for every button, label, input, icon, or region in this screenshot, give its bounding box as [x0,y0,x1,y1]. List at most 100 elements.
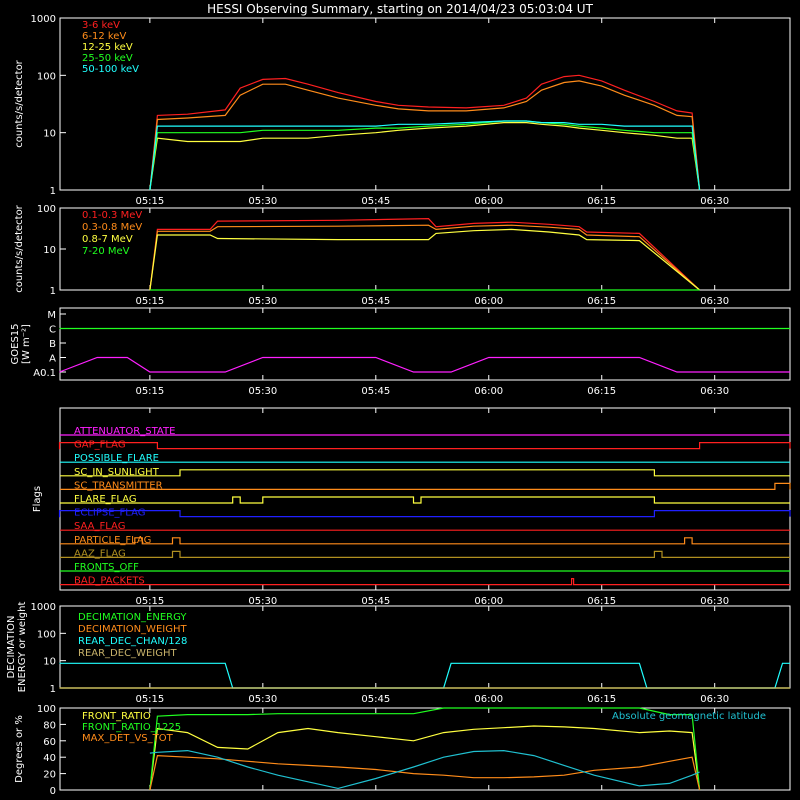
ratios-annotation: Absolute geomagnetic latitude [612,711,766,722]
flag-label: AAZ_FLAG [74,548,126,559]
low_energy-ytick-label: 10 [43,129,56,140]
low_energy-series-line [149,120,701,191]
low_energy-legend-entry: 50-100 keV [82,64,139,75]
low_energy-series-line [149,74,701,191]
flag-trace [60,537,790,545]
goes-frame [59,307,791,381]
low_energy-xtick-label: 05:45 [361,196,390,207]
flag-label: ATTENUATOR_STATE [74,426,175,437]
flag-label: BAD_PACKETS [74,576,145,587]
flag-trace [58,442,791,450]
goes-ytick-label: M [47,310,56,321]
low_energy-ytick-label: 1 [50,186,56,197]
flag-trace [60,577,790,586]
flag-label: SC_IN_SUNLIGHT [74,467,160,478]
low_energy-legend-entry: 3-6 keV [82,20,120,31]
ratios-ylabel: Degrees or % [14,715,25,783]
goes-ytick-label: A [49,354,56,365]
decimation-ylabel: ENERGY or weight [17,602,28,693]
high_energy-xtick-label: 05:15 [135,296,164,307]
decimation-ytick-label: 1 [50,684,56,695]
decimation-legend-entry: REAR_DEC_WEIGHT [78,648,177,659]
high_energy-legend-entry: 7-20 MeV [82,246,130,257]
ratios-series-line [149,749,700,790]
high_energy-frame [59,207,791,291]
flag-label: SAA_FLAG [74,521,125,532]
high_energy-xtick-label: 06:00 [474,296,503,307]
ratios-frame [59,707,791,791]
high_energy-xtick-label: 05:45 [361,296,390,307]
flags-xtick-label: 05:30 [248,596,277,607]
flag-trace [60,482,791,490]
low_energy-legend-entry: 6-12 keV [82,31,126,42]
goes-xtick-label: 06:30 [700,386,729,397]
flag-label: GAP_FLAG [74,440,126,451]
ratios-series-line [149,725,701,791]
low_energy-xtick-label: 05:15 [135,196,164,207]
flag-label: FLARE_FLAG [74,494,137,505]
flags-frame [59,407,791,591]
low_energy-ytick-label: 1000 [31,14,56,25]
ratios-legend-entry: FRONT_RATIO [82,711,151,722]
goes-ylabel: GOES15 [10,323,21,364]
low_energy-ytick-label: 100 [37,71,56,82]
decimation-ylabel: DECIMATION [6,615,17,678]
flag-label: PARTICLE_FLAG [74,535,151,546]
high_energy-ylabel: counts/s/detector [14,204,25,292]
high_energy-xtick-label: 05:30 [248,296,277,307]
flag-label: SC_TRANSMITTER [74,480,163,491]
high_energy-ytick-label: 100 [37,204,56,215]
ratios-ytick-label: 100 [37,704,56,715]
goes-xtick-label: 05:15 [135,386,164,397]
high_energy-xtick-label: 06:30 [700,296,729,307]
goes-ytick-label: B [49,339,56,350]
ratios-ytick-label: 80 [43,720,56,731]
ratios-ytick-label: 60 [43,737,56,748]
low_energy-series-line [149,121,701,191]
goes-xtick-label: 05:30 [248,386,277,397]
low_energy-series-line [149,120,701,191]
decimation-xtick-label: 05:15 [135,694,164,705]
goes-ytick-label: A0.1 [33,368,56,379]
high_energy-ytick-label: 10 [43,245,56,256]
decimation-legend-entry: DECIMATION_ENERGY [78,612,187,623]
decimation-xtick-label: 06:30 [700,694,729,705]
flags-xtick-label: 05:45 [361,596,390,607]
goes-xtick-label: 06:00 [474,386,503,397]
ratios-series-line [149,707,701,791]
decimation-xtick-label: 06:15 [587,694,616,705]
high_energy-legend-entry: 0.8-7 MeV [82,234,133,245]
high_energy-xtick-label: 06:15 [587,296,616,307]
high_energy-series-line [149,217,701,291]
ratios-ytick-label: 0 [50,786,56,797]
decimation-xtick-label: 05:30 [248,694,277,705]
low_energy-legend-entry: 25-50 keV [82,53,133,64]
flag-label: FRONTS_OFF [74,562,139,573]
flag-label: ECLIPSE_FLAG [74,508,145,519]
low_energy-ylabel: counts/s/detector [14,59,25,147]
low_energy-xtick-label: 06:30 [700,196,729,207]
low_energy-xtick-label: 06:15 [587,196,616,207]
flag-trace [60,496,790,504]
ratios-ytick-label: 20 [43,770,56,781]
goes-xtick-label: 06:15 [587,386,616,397]
ratios-ytick-label: 40 [43,753,56,764]
decimation-ytick-label: 10 [43,657,56,668]
goes-yunit: [W m⁻²] [21,324,32,364]
high_energy-legend-entry: 0.3-0.8 MeV [82,222,142,233]
low_energy-xtick-label: 06:00 [474,196,503,207]
goes-xtick-label: 05:45 [361,386,390,397]
low_energy-frame [59,17,791,191]
flags-ylabel: Flags [32,486,43,512]
high_energy-legend-entry: 0.1-0.3 MeV [82,210,142,221]
goes-series-line [59,356,790,373]
high_energy-series-line [149,228,700,291]
flag-trace [60,550,790,559]
figure-title: HESSI Observing Summary, starting on 201… [207,2,593,16]
high_energy-ytick-label: 1 [50,286,56,297]
low_energy-xtick-label: 05:30 [248,196,277,207]
ratios-legend-entry: FRONT_RATIO_1225 [82,722,181,733]
decimation-ytick-label: 1000 [31,602,56,613]
low_energy-legend-entry: 12-25 keV [82,42,133,53]
